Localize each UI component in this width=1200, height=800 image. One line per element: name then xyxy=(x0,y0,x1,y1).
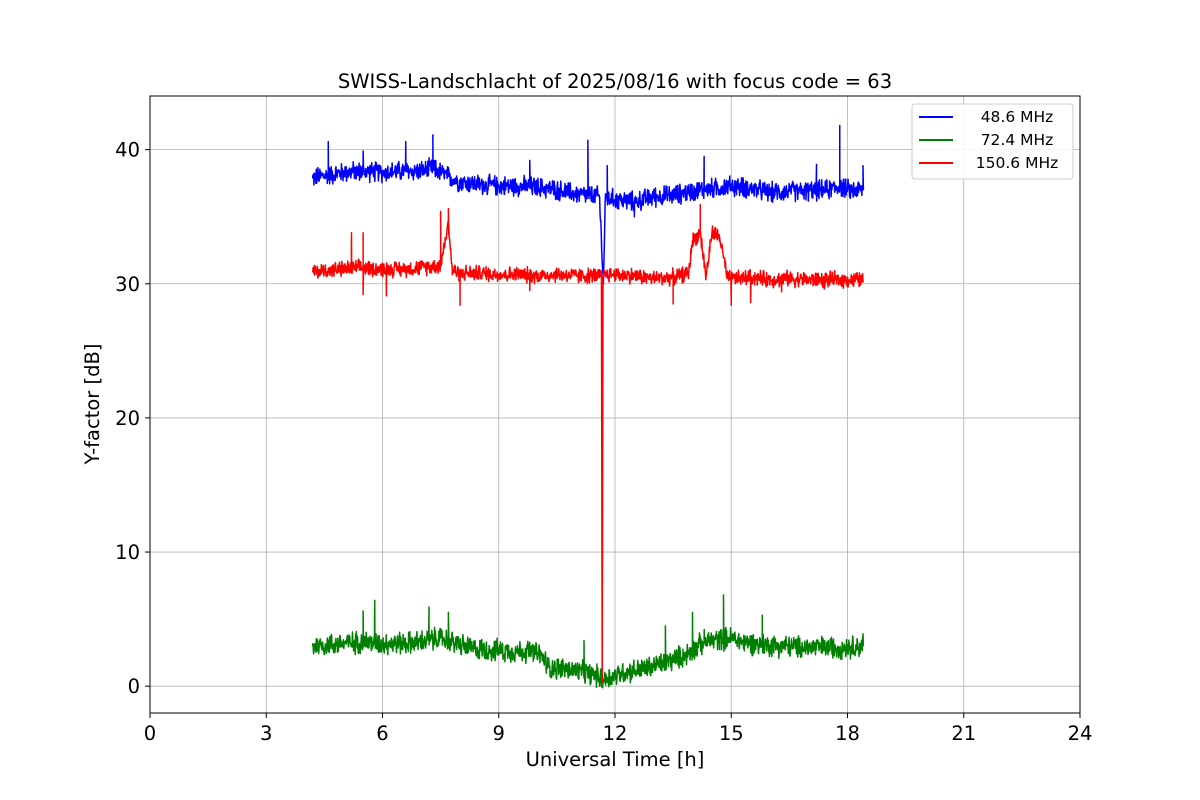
x-tick-label: 24 xyxy=(1068,722,1093,745)
y-axis-ticks: 0 10 20 30 40 xyxy=(115,139,150,698)
x-tick-label: 15 xyxy=(719,722,744,745)
y-tick-label: 40 xyxy=(115,139,140,162)
legend-label: 150.6 MHz xyxy=(976,154,1058,172)
series-lines xyxy=(312,124,865,689)
y-tick-label: 0 xyxy=(128,675,140,698)
x-tick-label: 18 xyxy=(835,722,860,745)
y-tick-label: 20 xyxy=(115,407,140,430)
series-line-1 xyxy=(312,594,865,689)
legend-box xyxy=(911,103,1074,180)
series-line-0 xyxy=(312,124,865,285)
legend-label: 48.6 MHz xyxy=(981,108,1054,126)
chart-title: SWISS-Landschlacht of 2025/08/16 with fo… xyxy=(338,70,892,93)
x-tick-label: 12 xyxy=(603,722,628,745)
x-tick-label: 3 xyxy=(260,722,272,745)
x-tick-label: 9 xyxy=(493,722,505,745)
series-line-2 xyxy=(312,203,864,683)
y-axis-label: Y-factor [dB] xyxy=(81,344,104,466)
legend-label: 72.4 MHz xyxy=(981,131,1054,149)
x-tick-label: 21 xyxy=(951,722,976,745)
y-tick-label: 10 xyxy=(115,541,140,564)
y-tick-label: 30 xyxy=(115,273,140,296)
x-axis-ticks: 0 3 6 9 12 15 18 21 24 xyxy=(144,713,1093,745)
x-tick-label: 0 xyxy=(144,722,156,745)
legend: 48.6 MHz 72.4 MHz 150.6 MHz xyxy=(911,103,1074,180)
x-axis-label: Universal Time [h] xyxy=(526,748,705,771)
x-tick-label: 6 xyxy=(376,722,388,745)
